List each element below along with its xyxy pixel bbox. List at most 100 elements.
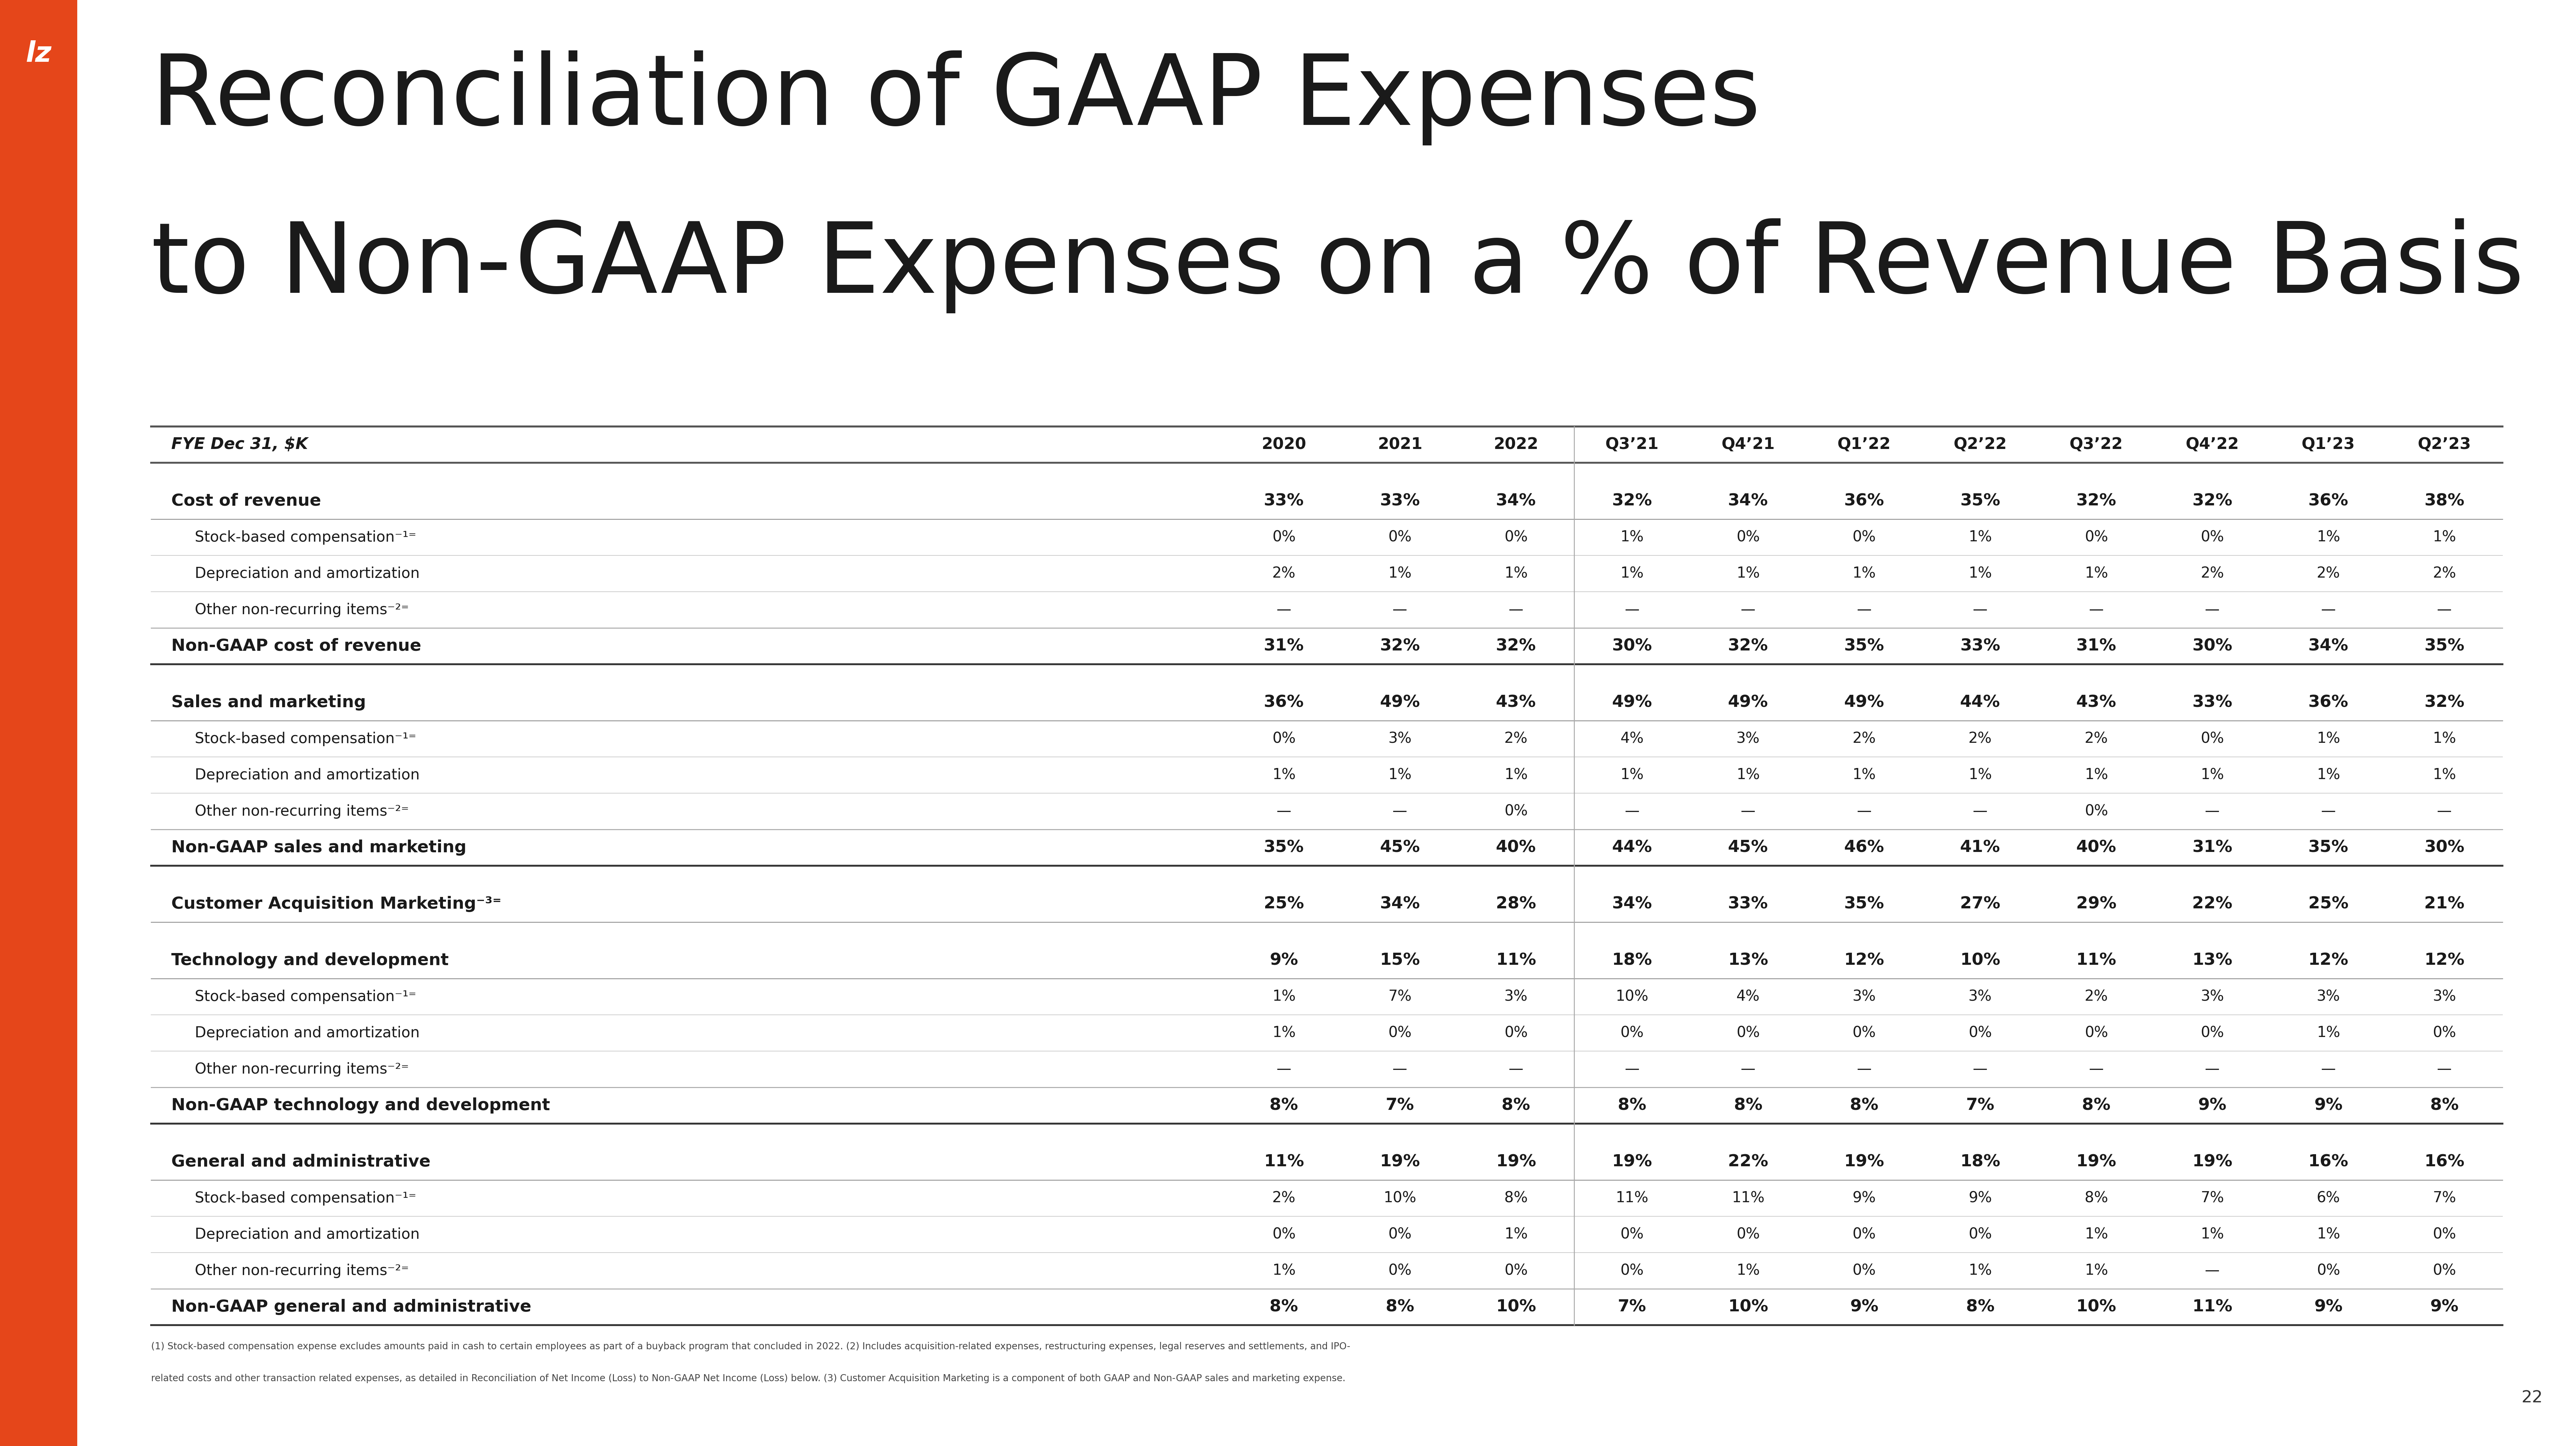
Text: 32%: 32% (1381, 638, 1419, 654)
Text: —: — (1625, 804, 1638, 818)
Text: 1%: 1% (1968, 768, 1991, 782)
Text: 34%: 34% (2308, 638, 2349, 654)
Text: 33%: 33% (1728, 897, 1767, 912)
Text: 4%: 4% (1620, 732, 1643, 746)
Text: 34%: 34% (1728, 493, 1767, 509)
Text: General and administrative: General and administrative (170, 1154, 430, 1170)
Text: 2%: 2% (1504, 732, 1528, 746)
Text: 0%: 0% (2432, 1228, 2455, 1242)
Text: lz: lz (26, 40, 52, 68)
Text: 8%: 8% (1270, 1299, 1298, 1314)
Text: 0%: 0% (1504, 804, 1528, 818)
Text: 0%: 0% (1852, 531, 1875, 545)
Text: 33%: 33% (2192, 694, 2233, 710)
Text: 12%: 12% (1844, 953, 1883, 969)
Text: —: — (2205, 1061, 2221, 1076)
Text: 0%: 0% (2200, 732, 2223, 746)
Text: Cost of revenue: Cost of revenue (170, 493, 322, 509)
Text: 7%: 7% (1388, 989, 1412, 1004)
Text: 0%: 0% (1273, 732, 1296, 746)
Text: —: — (2205, 1264, 2221, 1278)
Text: Non-GAAP cost of revenue: Non-GAAP cost of revenue (170, 638, 422, 654)
Text: 34%: 34% (1381, 897, 1419, 912)
Text: 30%: 30% (2424, 840, 2465, 856)
Text: 0%: 0% (1968, 1025, 1991, 1040)
Text: —: — (2321, 804, 2336, 818)
Text: 22: 22 (2522, 1390, 2543, 1406)
Text: 0%: 0% (1273, 1228, 1296, 1242)
Text: —: — (1394, 1061, 1406, 1076)
Text: Depreciation and amortization: Depreciation and amortization (196, 1228, 420, 1242)
Text: 36%: 36% (2308, 493, 2349, 509)
Text: 2021: 2021 (1378, 437, 1422, 453)
Text: 16%: 16% (2308, 1154, 2349, 1170)
Text: —: — (1275, 603, 1291, 617)
Text: 2%: 2% (2316, 567, 2339, 581)
Text: 43%: 43% (1497, 694, 1535, 710)
Text: 9%: 9% (1852, 1192, 1875, 1206)
Text: 1%: 1% (2084, 567, 2107, 581)
Text: Other non-recurring items⁻²⁼: Other non-recurring items⁻²⁼ (196, 603, 410, 617)
Text: 49%: 49% (1728, 694, 1767, 710)
Text: —: — (1857, 804, 1870, 818)
Text: 8%: 8% (2084, 1192, 2107, 1206)
Text: —: — (1857, 603, 1870, 617)
Text: Technology and development: Technology and development (170, 953, 448, 969)
Text: FYE Dec 31, $K: FYE Dec 31, $K (170, 437, 309, 453)
Text: 40%: 40% (1497, 840, 1535, 856)
Text: —: — (1973, 603, 1986, 617)
Text: —: — (1275, 804, 1291, 818)
Text: 29%: 29% (2076, 897, 2115, 912)
Text: 11%: 11% (1731, 1192, 1765, 1206)
Text: 8%: 8% (2429, 1098, 2458, 1113)
Text: —: — (1857, 1061, 1870, 1076)
Text: (1) Stock-based compensation expense excludes amounts paid in cash to certain em: (1) Stock-based compensation expense exc… (152, 1342, 1350, 1352)
Text: 2%: 2% (1273, 1192, 1296, 1206)
Text: 44%: 44% (1960, 694, 1999, 710)
Text: 2022: 2022 (1494, 437, 1538, 453)
Text: —: — (2437, 603, 2452, 617)
Text: —: — (1394, 603, 1406, 617)
Text: 1%: 1% (2084, 768, 2107, 782)
Text: 9%: 9% (2313, 1098, 2342, 1113)
Text: 46%: 46% (1844, 840, 1883, 856)
Text: 1%: 1% (2084, 1228, 2107, 1242)
Text: 1%: 1% (2084, 1264, 2107, 1278)
Text: Depreciation and amortization: Depreciation and amortization (196, 768, 420, 782)
Text: 1%: 1% (1504, 567, 1528, 581)
Text: 8%: 8% (1504, 1192, 1528, 1206)
Text: Stock-based compensation⁻¹⁼: Stock-based compensation⁻¹⁼ (196, 1192, 417, 1206)
Text: 1%: 1% (1968, 531, 1991, 545)
Text: 9%: 9% (1850, 1299, 1878, 1314)
Text: 30%: 30% (1613, 638, 1651, 654)
Text: 0%: 0% (1852, 1228, 1875, 1242)
Text: 32%: 32% (2192, 493, 2233, 509)
Text: —: — (2205, 603, 2221, 617)
Text: 8%: 8% (1965, 1299, 1994, 1314)
Text: Q1’22: Q1’22 (1837, 437, 1891, 453)
Text: Other non-recurring items⁻²⁼: Other non-recurring items⁻²⁼ (196, 1264, 410, 1278)
Text: 0%: 0% (1968, 1228, 1991, 1242)
Text: —: — (1510, 603, 1522, 617)
Text: 2%: 2% (1273, 567, 1296, 581)
Text: 1%: 1% (1504, 768, 1528, 782)
Text: 12%: 12% (2308, 953, 2349, 969)
Text: 49%: 49% (1844, 694, 1883, 710)
Text: 31%: 31% (2076, 638, 2115, 654)
Text: 43%: 43% (2076, 694, 2115, 710)
Text: 35%: 35% (1844, 897, 1883, 912)
Text: 0%: 0% (1388, 531, 1412, 545)
Text: 25%: 25% (2308, 897, 2349, 912)
Text: 0%: 0% (2432, 1025, 2455, 1040)
Text: 3%: 3% (2316, 989, 2339, 1004)
Text: —: — (2205, 804, 2221, 818)
Text: 49%: 49% (1381, 694, 1419, 710)
Text: 8%: 8% (1850, 1098, 1878, 1113)
Text: 3%: 3% (1852, 989, 1875, 1004)
Text: 1%: 1% (1736, 768, 1759, 782)
Text: Q1’23: Q1’23 (2300, 437, 2354, 453)
Text: 7%: 7% (1386, 1098, 1414, 1113)
Text: —: — (2089, 1061, 2105, 1076)
Text: Non-GAAP sales and marketing: Non-GAAP sales and marketing (170, 840, 466, 856)
Text: —: — (1625, 1061, 1638, 1076)
